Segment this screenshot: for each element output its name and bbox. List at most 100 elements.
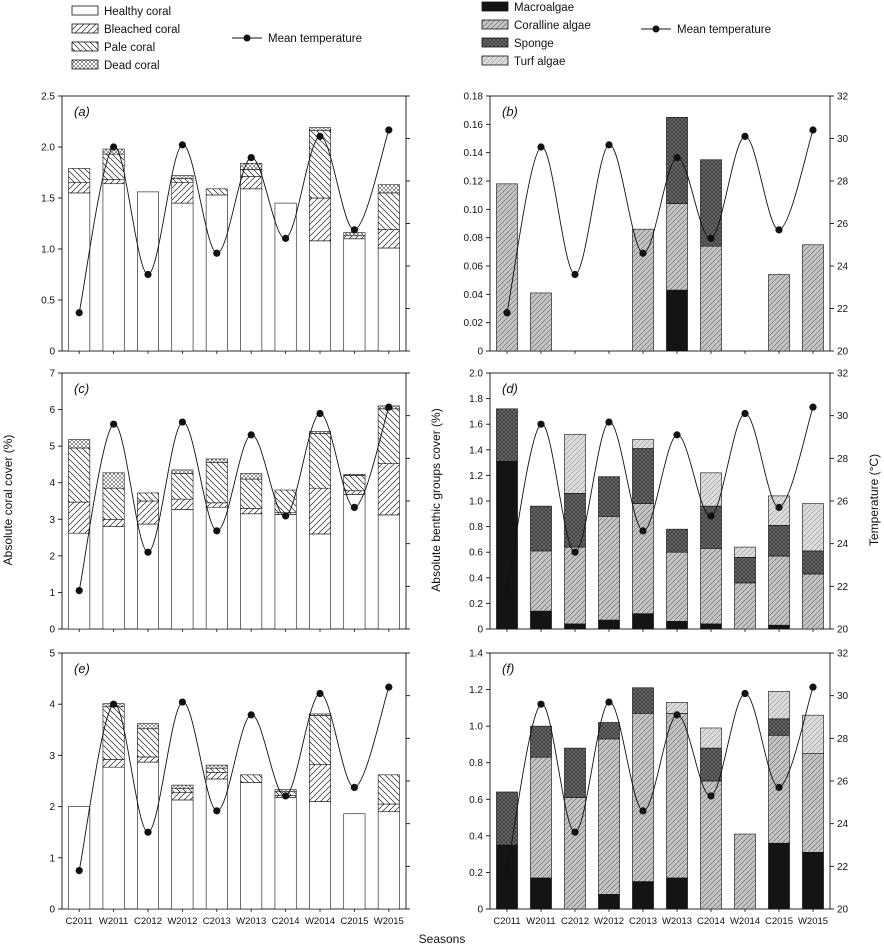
bar-pale-coral-W2011 xyxy=(102,706,125,760)
temperature-point-W2012 xyxy=(605,418,613,426)
bar-pale-coral-W2015 xyxy=(377,774,400,805)
bar-coralline-algae-W2013 xyxy=(666,713,688,879)
y-tick-label: 4 xyxy=(49,478,55,489)
bar-bleached-coral-W2015 xyxy=(377,463,400,516)
legend-label-bleached: Bleached coral xyxy=(104,24,180,36)
bar-sponge-C2012 xyxy=(564,493,586,548)
bar-macroalgae-C2013 xyxy=(632,881,654,910)
y-tick-label: 0.4 xyxy=(469,831,483,842)
temperature-line xyxy=(506,129,814,313)
bar-dead-coral-W2013 xyxy=(240,163,263,170)
y-tick-label: 0.8 xyxy=(469,758,483,769)
temperature-point-W2014 xyxy=(316,409,324,418)
temperature-point-C2015 xyxy=(350,503,358,511)
bar-healthy-coral-W2011 xyxy=(102,183,125,352)
bar-sponge-W2014 xyxy=(734,557,756,584)
bar-bleached-coral-W2011 xyxy=(102,518,125,527)
bar-healthy-coral-C2015 xyxy=(343,813,366,910)
bar-dead-coral-W2012 xyxy=(171,784,194,789)
temperature-point-W2015 xyxy=(809,126,817,134)
bar-healthy-coral-W2012 xyxy=(171,202,194,352)
bar-healthy-coral-W2014 xyxy=(309,533,331,630)
bar-pale-coral-W2014 xyxy=(309,433,331,489)
temperature-point-C2012 xyxy=(144,270,152,279)
bar-coralline-algae-C2013 xyxy=(632,228,654,352)
y-tick-label: 0.2 xyxy=(469,868,483,879)
temperature-point-W2012 xyxy=(605,698,613,706)
legend-label-turf: Turf algae xyxy=(514,56,565,68)
temperature-point-W2011 xyxy=(110,143,118,151)
temp-tick-label: 28 xyxy=(837,177,849,188)
bar-healthy-coral-C2013 xyxy=(205,194,228,352)
bar-macroalgae-W2013 xyxy=(666,289,688,352)
y-tick-label: 0.06 xyxy=(464,262,484,273)
bar-dead-coral-W2012 xyxy=(171,469,194,474)
y-tick-label: 0 xyxy=(477,905,483,916)
y-tick-label: 0.12 xyxy=(464,177,484,188)
bar-dead-coral-W2011 xyxy=(102,472,125,489)
x-tick-label: W2014 xyxy=(305,916,335,927)
bar-sponge-C2015 xyxy=(768,718,790,736)
legend-label-temperature-right: Mean temperature xyxy=(677,24,771,36)
y-tick-label: 1 xyxy=(49,588,55,599)
y-tick-label: 0.14 xyxy=(464,148,484,159)
temperature-point-W2013 xyxy=(247,154,255,162)
y-tick-label: 5 xyxy=(49,442,55,453)
y-tick-label: 1.0 xyxy=(469,722,483,733)
bar-dead-coral-W2012 xyxy=(171,175,194,179)
temp-tick-label: 22 xyxy=(837,582,849,593)
bar-bleached-coral-W2014 xyxy=(309,764,331,802)
temperature-point-W2014 xyxy=(316,689,324,698)
bar-dead-coral-C2012 xyxy=(137,723,159,730)
y-tick-label: 0.10 xyxy=(464,205,484,216)
legend-label-pale: Pale coral xyxy=(104,42,155,54)
y-tick-label: 0 xyxy=(477,625,483,636)
bar-macroalgae-C2012 xyxy=(564,623,586,630)
bar-pale-coral-C2015 xyxy=(343,475,366,492)
temperature-point-W2015 xyxy=(385,126,393,134)
bar-coralline-algae-W2014 xyxy=(734,582,756,630)
bar-bleached-coral-W2014 xyxy=(309,487,331,535)
panel-label: (c) xyxy=(74,381,89,396)
temperature-point-C2011 xyxy=(503,587,511,595)
bar-macroalgae-W2011 xyxy=(530,877,552,910)
bar-dead-coral-W2013 xyxy=(240,473,263,480)
y-tick-label: 2.0 xyxy=(469,369,483,380)
x-tick-label: C2015 xyxy=(765,916,793,927)
temperature-legend-left: Mean temperature xyxy=(232,33,362,45)
bar-bleached-coral-W2011 xyxy=(102,179,125,185)
temperature-point-W2011 xyxy=(110,420,118,428)
y-tick-label: 2.0 xyxy=(41,143,55,154)
chart-panel-b: 0 0.02 0.04 0.06 0.08 0.10 0.12 0.14 0.16 0.18 20 2… xyxy=(464,92,849,358)
bar-dead-coral-W2014 xyxy=(309,713,331,716)
y-tick-label: 2 xyxy=(49,802,55,813)
y-tick-label: 1.2 xyxy=(469,685,483,696)
bar-bleached-coral-C2015 xyxy=(343,490,366,495)
bar-macroalgae-W2013 xyxy=(666,877,688,910)
bar-coralline-algae-C2012 xyxy=(564,546,586,625)
bar-macroalgae-W2012 xyxy=(598,894,620,910)
y-tick-label: 1.4 xyxy=(469,445,483,456)
bar-healthy-coral-W2013 xyxy=(240,513,263,630)
temperature-point-W2012 xyxy=(178,141,186,149)
bar-macroalgae-C2011 xyxy=(496,844,518,910)
x-tick-label: W2013 xyxy=(236,916,266,927)
x-tick-label: C2011 xyxy=(493,916,520,927)
bar-dead-coral-C2013 xyxy=(205,458,228,463)
legend-swatch-healthy xyxy=(71,5,99,16)
legend-label-sponge: Sponge xyxy=(514,38,554,50)
temperature-point-C2013 xyxy=(639,807,647,815)
bar-coralline-algae-W2014 xyxy=(734,833,756,910)
y-tick-label: 1 xyxy=(49,853,55,864)
bar-pale-coral-W2015 xyxy=(377,192,400,230)
temp-tick-label: 20 xyxy=(837,625,849,636)
y-tick-label: 1.2 xyxy=(469,471,483,482)
bar-pale-coral-C2013 xyxy=(205,462,228,504)
bar-bleached-coral-C2012 xyxy=(137,500,159,525)
chart-panel-f: 0 0.2 0.4 0.6 0.8 1.0 1.2 1.4 20 22 24 26 28 30 32 C201… xyxy=(469,649,848,928)
bar-coralline-algae-C2015 xyxy=(768,274,790,352)
y-tick-label: 2 xyxy=(49,551,55,562)
bar-sponge-W2011 xyxy=(530,505,552,552)
x-tick-label: W2013 xyxy=(662,916,692,927)
